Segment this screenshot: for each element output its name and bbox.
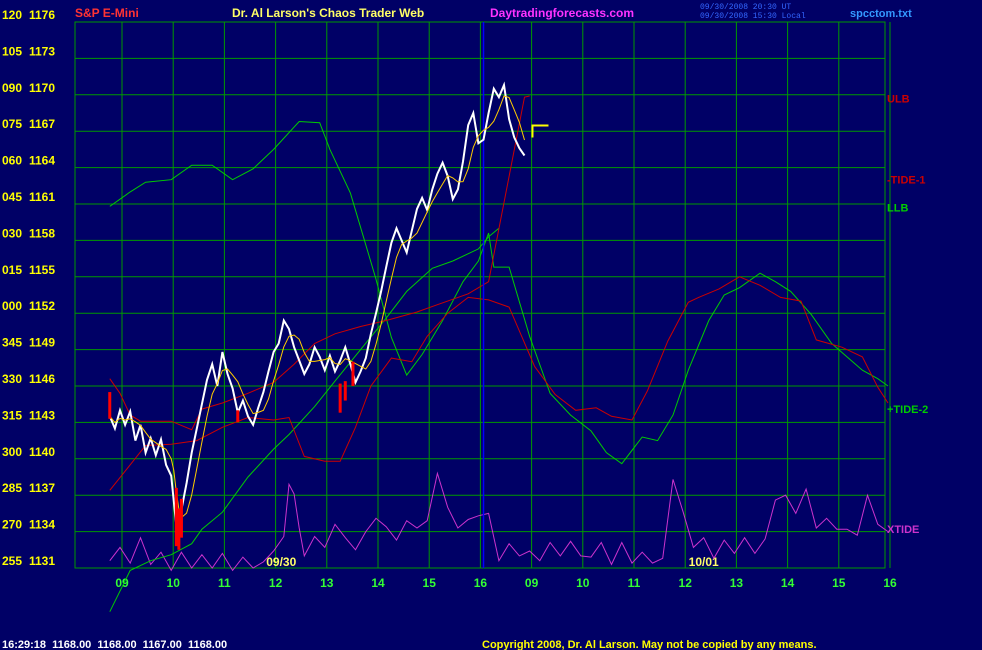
y-tick-right: 1137 <box>29 481 55 495</box>
timestamp-local: 09/30/2008 15:30 Local <box>700 12 806 21</box>
date-labels: 09/30 10/01 <box>266 555 719 569</box>
x-tick-label: 15 <box>832 576 846 590</box>
y-tick-left: 285 <box>2 481 22 495</box>
y-tick-left: 255 <box>2 554 22 568</box>
x-tick-label: 14 <box>371 576 385 590</box>
file-name: spcctom.txt <box>850 8 912 20</box>
y-tick-left: 330 <box>2 372 22 386</box>
neg-tide-1-line <box>109 276 889 491</box>
y-tick-right: 1164 <box>29 154 55 168</box>
chart-title: Dr. Al Larson's Chaos Trader Web <box>232 6 424 20</box>
x-tick-label: 16 <box>474 576 488 590</box>
series-label: LLB <box>887 203 908 215</box>
y-tick-left: 030 <box>2 226 22 240</box>
x-tick-label: 09 <box>525 576 539 590</box>
y-tick-left: 315 <box>2 408 22 422</box>
y-axis-left-labels: 120 105 090 075 060 045 030 015 000 345 330 315 300 2… <box>2 8 22 568</box>
copyright: Copyright 2008, Dr. Al Larson. May not b… <box>482 639 817 650</box>
y-tick-right: 1140 <box>29 445 55 459</box>
date-label: 10/01 <box>689 555 719 569</box>
y-tick-right: 1173 <box>29 44 55 58</box>
series-label: -TIDE-1 <box>887 175 926 187</box>
series-label: +TIDE-2 <box>887 404 928 416</box>
y-tick-right: 1170 <box>29 81 55 95</box>
forecast-marker <box>531 124 549 138</box>
y-tick-left: 090 <box>2 81 22 95</box>
date-label: 09/30 <box>266 555 296 569</box>
y-tick-right: 1167 <box>29 117 55 131</box>
y-tick-right: 1134 <box>29 518 55 532</box>
series-lines <box>108 22 889 612</box>
x-tick-label: 10 <box>167 576 181 590</box>
y-tick-left: 105 <box>2 44 22 58</box>
y-tick-left: 345 <box>2 336 22 350</box>
x-axis-labels: 09 10 11 12 13 14 15 16 09 10 11 12 13 14 15 16 <box>115 576 897 590</box>
x-tick-label: 12 <box>679 576 693 590</box>
y-tick-right: 1155 <box>29 263 55 277</box>
ulb-line <box>109 95 530 431</box>
y-tick-right: 1131 <box>29 554 55 568</box>
y-tick-right: 1158 <box>29 226 55 240</box>
y-tick-right: 1176 <box>29 8 55 22</box>
y-tick-left: 270 <box>2 518 22 532</box>
y-tick-left: 120 <box>2 8 22 22</box>
series-labels: ULB -TIDE-1 LLB +TIDE-2 XTIDE <box>887 93 928 536</box>
series-label: XTIDE <box>887 524 919 536</box>
y-tick-left: 300 <box>2 445 22 459</box>
y-tick-right: 1149 <box>29 336 55 350</box>
y-tick-left: 045 <box>2 190 22 204</box>
llb-line <box>109 227 500 612</box>
series-label: ULB <box>887 93 910 105</box>
grid-lines <box>74 21 891 569</box>
x-tick-label: 14 <box>781 576 795 590</box>
x-tick-label: 13 <box>730 576 744 590</box>
x-tick-label: 10 <box>576 576 590 590</box>
y-axis-right-labels: 1176 1173 1170 1167 1164 1161 1158 1155 1152 1149… <box>29 8 55 568</box>
y-tick-left: 060 <box>2 154 22 168</box>
y-tick-right: 1152 <box>29 299 55 313</box>
symbol-label: S&P E-Mini <box>75 6 139 20</box>
quote-line: 16:29:18 1168.00 1168.00 1167.00 1168.00 <box>2 639 227 650</box>
x-tick-label: 11 <box>628 576 641 590</box>
y-tick-left: 075 <box>2 117 22 131</box>
site-label: Daytradingforecasts.com <box>490 6 634 20</box>
x-tick-label: 12 <box>269 576 283 590</box>
y-tick-right: 1143 <box>29 408 55 422</box>
x-tick-label: 13 <box>320 576 334 590</box>
y-tick-left: 000 <box>2 299 22 313</box>
pos-tide-2-line <box>109 120 889 465</box>
x-tick-label: 15 <box>423 576 437 590</box>
timestamp-ut: 09/30/2008 20:30 UT <box>700 3 791 12</box>
xtide-line <box>109 471 889 572</box>
y-tick-right: 1161 <box>29 190 55 204</box>
y-tick-right: 1146 <box>29 372 55 386</box>
x-tick-label: 16 <box>883 576 897 590</box>
x-tick-label: 11 <box>218 576 231 590</box>
y-tick-left: 015 <box>2 263 22 277</box>
